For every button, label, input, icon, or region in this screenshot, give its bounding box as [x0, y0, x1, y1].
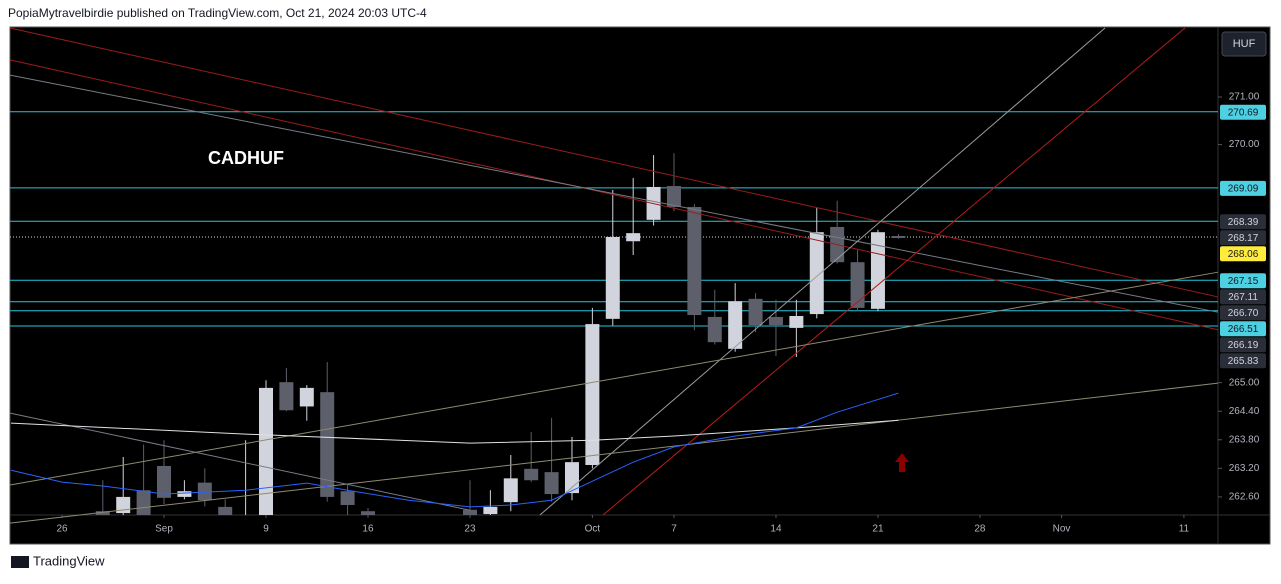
candle-body	[891, 236, 906, 239]
y-tick-label: 263.20	[1229, 463, 1260, 474]
price-label-bg	[1220, 104, 1266, 120]
price-label-bg	[1220, 337, 1266, 353]
candle-body	[279, 382, 294, 411]
overlay-line	[9, 271, 1219, 486]
x-tick-label: 11	[1179, 524, 1190, 535]
x-tick-label: 28	[974, 524, 986, 535]
y-tick-label: 264.40	[1229, 406, 1260, 417]
candle-body	[259, 387, 274, 515]
footer: TradingView	[33, 553, 105, 568]
candle-body	[850, 262, 865, 308]
price-label-bg	[1220, 353, 1266, 369]
candle-body	[564, 462, 579, 494]
price-label-bg	[1220, 305, 1266, 321]
y-tick-label: 263.80	[1229, 434, 1260, 445]
x-tick-label: 7	[671, 524, 677, 535]
x-tick-label: 26	[56, 524, 68, 535]
arrow-icon	[895, 453, 909, 472]
overlay-line	[10, 392, 899, 508]
currency-button[interactable]	[1221, 31, 1267, 57]
price-label: 266.70	[1228, 308, 1259, 319]
overlay-line	[539, 27, 1106, 516]
candle-body	[503, 478, 518, 503]
x-tick-label: 16	[362, 524, 374, 535]
x-tick-label: Nov	[1053, 524, 1071, 535]
candle-body	[462, 509, 477, 515]
price-label: 268.17	[1228, 233, 1259, 244]
price-label: 269.09	[1228, 184, 1259, 195]
candle-body	[870, 232, 885, 309]
price-label-bg	[1220, 289, 1266, 305]
candle-body	[157, 465, 172, 498]
y-tick-label: 270.00	[1229, 139, 1260, 150]
price-label: 267.15	[1228, 276, 1259, 287]
price-label: 267.11	[1228, 292, 1258, 303]
price-label: 266.51	[1228, 324, 1259, 335]
candle-body	[483, 506, 498, 515]
symbol: CADHUF	[208, 148, 284, 168]
x-tick-label: 21	[872, 524, 884, 535]
x-tick-label: 14	[770, 524, 782, 535]
price-label: 270.69	[1228, 107, 1259, 118]
candle-body	[728, 301, 743, 349]
overlay-line	[9, 59, 1219, 331]
y-tick-label: 262.60	[1229, 492, 1260, 503]
price-label-bg	[1220, 273, 1266, 289]
candle-body	[299, 387, 314, 407]
candle-body	[360, 511, 375, 515]
candle-body	[707, 316, 722, 343]
price-label-bg	[1220, 321, 1266, 337]
price-label: 268.39	[1228, 217, 1259, 228]
candle-body	[748, 298, 763, 326]
overlay-line	[9, 382, 1219, 524]
candle-body	[768, 316, 783, 326]
candle-body	[666, 186, 681, 207]
candle-body	[136, 490, 151, 515]
plot	[10, 111, 1218, 515]
candle-body	[585, 324, 600, 466]
overlay-line	[9, 412, 471, 511]
overlay-line	[9, 74, 1219, 313]
x-tick-label: Sep	[155, 524, 173, 535]
candle-body	[544, 472, 559, 495]
overlay-line	[9, 27, 1219, 298]
candle-body	[218, 506, 233, 515]
y-tick-label: 271.00	[1229, 92, 1260, 103]
y-tick-label: 265.00	[1229, 377, 1260, 388]
logo-icon	[11, 556, 29, 568]
price-label-bg	[1220, 230, 1266, 246]
price-label-bg	[1220, 246, 1266, 262]
price-label: 268.06	[1228, 249, 1259, 260]
price-label: 265.83	[1228, 356, 1259, 367]
candle-body	[524, 468, 539, 481]
candle-body	[809, 232, 824, 315]
candle-body	[340, 491, 355, 506]
candle-body	[116, 496, 131, 514]
candle-body	[626, 233, 641, 242]
candle-body	[197, 482, 212, 501]
price-label: 266.19	[1228, 340, 1259, 351]
currency[interactable]: HUF	[1233, 38, 1256, 50]
candle-body	[177, 491, 192, 497]
candle-body	[95, 511, 110, 515]
x-tick-label: 23	[464, 524, 476, 535]
candle-body	[605, 236, 620, 319]
x-tick-label: 9	[263, 524, 269, 535]
price-label-bg	[1220, 214, 1266, 230]
price-label-bg	[1220, 180, 1266, 196]
candle-body	[687, 206, 702, 316]
candle-body	[789, 315, 804, 328]
x-tick-label: Oct	[585, 524, 601, 535]
candle-body	[320, 392, 335, 497]
header: PopiaMytravelbirdie published on Trading…	[8, 6, 427, 20]
